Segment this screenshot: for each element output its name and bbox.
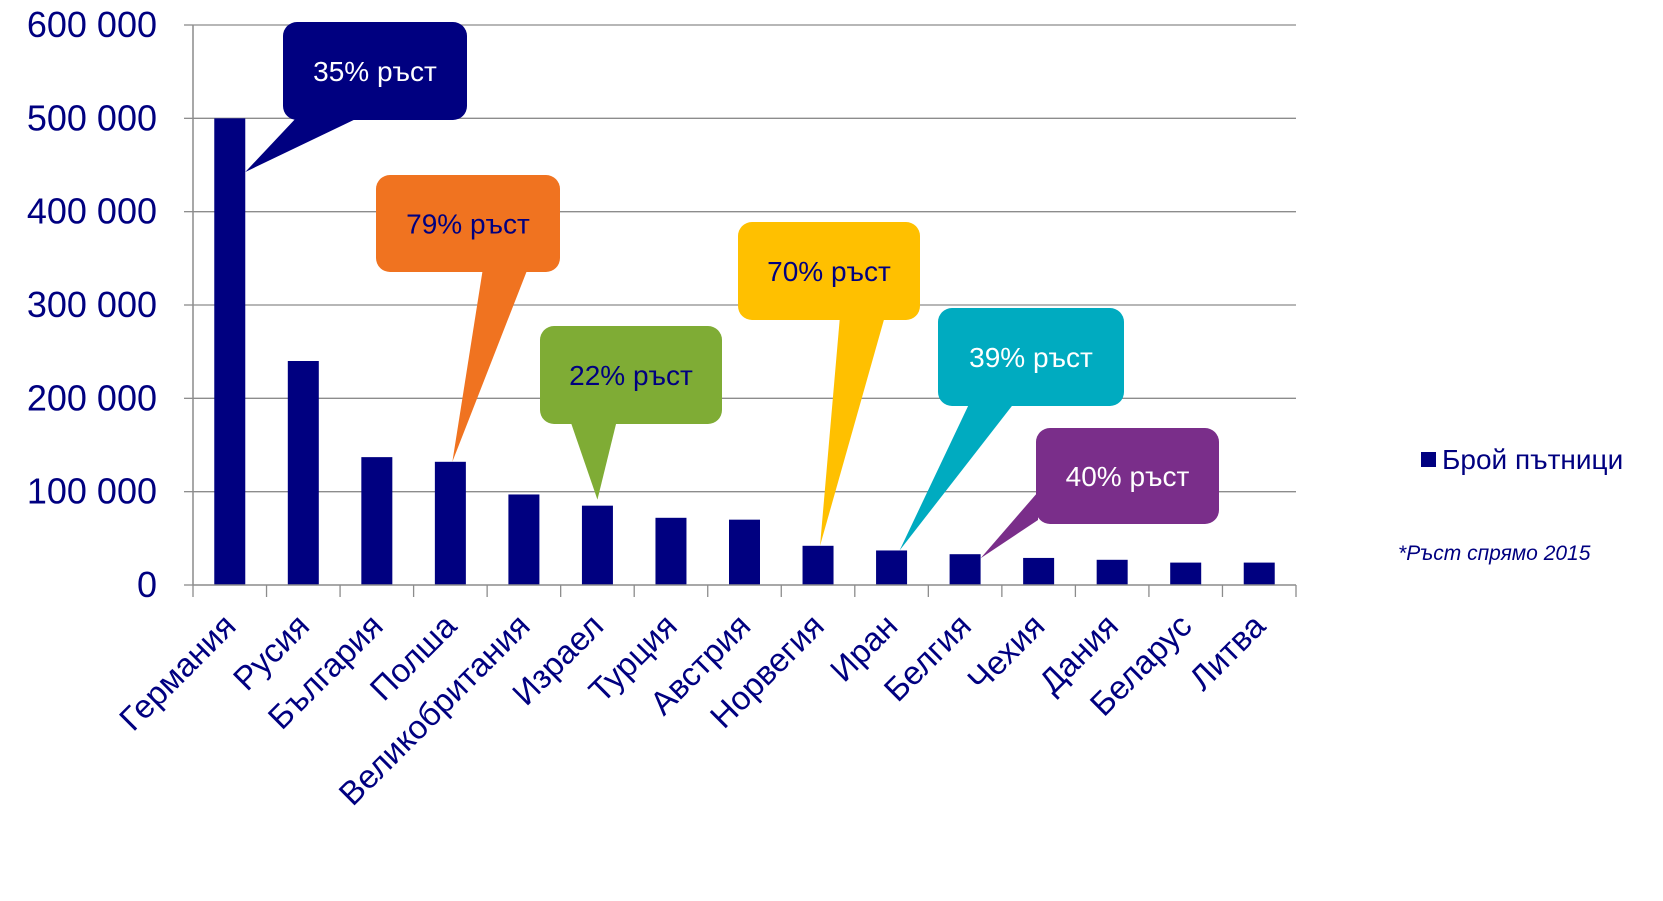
bar (361, 457, 393, 585)
callout-pointer (899, 402, 1015, 551)
bar (1096, 559, 1128, 585)
bar (434, 461, 466, 585)
y-tick-label: 600 000 (27, 4, 157, 45)
bar (1023, 557, 1055, 585)
callout-box (376, 175, 560, 272)
callout-pointer (570, 420, 617, 500)
y-tick-label: 500 000 (27, 97, 157, 138)
bar (1243, 562, 1275, 585)
bar (1170, 562, 1202, 585)
callout: 40% ръст (980, 428, 1219, 559)
bars (214, 118, 1275, 585)
callout-label: 40% ръст (1066, 461, 1190, 492)
callout: 70% ръст (738, 222, 920, 546)
y-axis-ticks: 0 100 000 200 000 300 000 400 000 500 000 600 … (27, 4, 157, 605)
y-tick-label: 200 000 (27, 377, 157, 418)
y-tick-label: 0 (137, 564, 157, 605)
y-tick-label: 300 000 (27, 284, 157, 325)
bar (508, 494, 540, 585)
callout: 35% ръст (245, 22, 467, 172)
growth-note: *Ръст спрямо 2015 (1398, 542, 1591, 565)
callout-pointer (820, 316, 885, 546)
bar (581, 505, 613, 585)
callout-pointer (245, 116, 362, 172)
x-tick-label: Литва (1182, 606, 1273, 697)
callout-pointer (452, 268, 528, 462)
y-tick-label: 100 000 (27, 471, 157, 512)
bar (876, 550, 908, 585)
callout-box (738, 222, 920, 320)
callout-box (938, 308, 1124, 406)
callout-box (283, 22, 467, 120)
callout-pointer (980, 492, 1038, 559)
bar (214, 118, 246, 585)
callout-box (1036, 428, 1219, 524)
bar (729, 519, 760, 585)
callout: 79% ръст (376, 175, 560, 462)
growth-callouts: 35% ръст 79% ръст 22% ръст 70% ръст 39% ръст… (245, 22, 1219, 559)
bar (949, 554, 981, 585)
legend: Брой пътници (1421, 444, 1623, 475)
callout-label: 39% ръст (969, 342, 1093, 373)
callout-box (540, 326, 722, 424)
y-tick-label: 400 000 (27, 191, 157, 232)
callout-label: 22% ръст (569, 360, 693, 391)
x-tick-label: Германия (112, 607, 243, 738)
x-tick-label: Чехия (960, 607, 1052, 699)
callout: 22% ръст (540, 326, 722, 500)
bar (287, 361, 319, 585)
legend-label: Брой пътници (1442, 444, 1623, 475)
callout-label: 35% ръст (313, 56, 437, 87)
callout-label: 79% ръст (406, 209, 530, 240)
bar (802, 545, 834, 585)
legend-swatch (1421, 452, 1436, 467)
bar (655, 517, 687, 585)
callout: 39% ръст (899, 308, 1124, 551)
growth-note-star: * (1398, 542, 1407, 565)
callout-label: 70% ръст (767, 256, 891, 287)
growth-note-text: Ръст спрямо 2015 (1406, 542, 1591, 565)
